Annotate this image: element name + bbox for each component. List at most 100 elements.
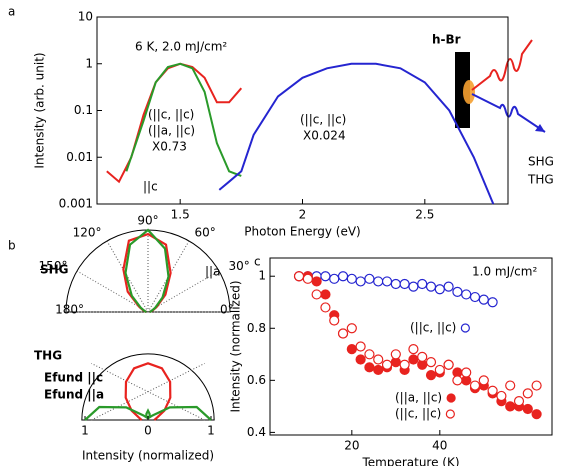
data-point xyxy=(469,291,481,303)
data-point xyxy=(425,281,437,292)
data-point xyxy=(408,354,419,365)
data-point xyxy=(329,273,340,284)
data-point xyxy=(337,328,349,339)
data-point xyxy=(337,271,349,282)
data-point xyxy=(417,278,428,290)
polar-frame xyxy=(65,229,231,313)
annotation: 6 K, 2.0 mJ/cm² xyxy=(135,40,227,54)
data-point xyxy=(452,375,463,386)
panel-label: c xyxy=(254,255,261,269)
data-point xyxy=(320,302,331,313)
data-point xyxy=(425,370,437,381)
r-tick-label: 1 xyxy=(81,424,89,438)
data-point xyxy=(373,364,384,376)
data-point xyxy=(346,323,357,334)
y-tick-label: 0.1 xyxy=(74,103,93,117)
panel-label: a xyxy=(8,5,15,19)
annotation: 1.0 mJ/cm² xyxy=(472,265,537,279)
data-point xyxy=(399,278,410,290)
x-tick-label: 2.5 xyxy=(415,208,434,222)
series-label: (||a, ||c) xyxy=(148,124,195,138)
legend-label: Efund ||c xyxy=(44,371,103,385)
data-point xyxy=(355,276,366,287)
data-point xyxy=(329,315,340,326)
legend-label: Efund ||a xyxy=(44,388,104,402)
arrow-head xyxy=(535,124,545,132)
legend-marker xyxy=(445,409,455,419)
data-point xyxy=(425,357,437,368)
data-point xyxy=(522,388,533,399)
sample xyxy=(455,52,470,128)
data-point xyxy=(443,281,454,292)
y-tick-label: 10 xyxy=(78,10,93,24)
r-tick-label: 0 xyxy=(144,424,152,438)
data-point xyxy=(346,344,357,355)
data-point xyxy=(355,354,366,365)
data-point xyxy=(469,380,481,391)
x-axis-label: Temperature (K) xyxy=(361,456,459,466)
x-axis-label: Intensity (normalized) xyxy=(82,449,214,463)
series-label: (||c, ||c) xyxy=(148,108,194,122)
data-point xyxy=(531,409,542,420)
guide-line xyxy=(91,362,205,421)
x-tick-label: 40 xyxy=(432,439,447,453)
data-point xyxy=(505,401,516,412)
polar-title: SHG xyxy=(40,263,69,277)
theta-tick-label: 120° xyxy=(73,226,102,240)
data-point xyxy=(390,349,401,360)
y-tick-label: 0.4 xyxy=(247,425,266,439)
y-tick-label: 0.001 xyxy=(59,197,93,211)
annotation: SHG xyxy=(528,155,554,169)
annotation: THG xyxy=(527,173,554,187)
data-point xyxy=(408,344,419,355)
data-point xyxy=(496,390,507,402)
data-point xyxy=(302,273,313,284)
data-point xyxy=(417,351,428,363)
data-point xyxy=(522,403,533,415)
data-point xyxy=(311,289,322,300)
data-point xyxy=(355,341,366,352)
y-tick-label: 1 xyxy=(85,56,93,70)
data-point xyxy=(320,289,331,300)
legend-label: (||c, ||c) xyxy=(410,321,456,335)
data-point xyxy=(443,359,454,370)
polar-title: THG xyxy=(34,349,62,363)
series-line xyxy=(218,62,495,205)
data-point xyxy=(364,362,375,373)
data-point xyxy=(390,278,401,290)
data-point xyxy=(381,359,393,370)
annotation: X0.024 xyxy=(303,129,346,143)
x-tick-label: 2 xyxy=(299,208,307,222)
legend-marker xyxy=(446,393,456,403)
series-label: (||c, ||c) xyxy=(300,113,346,127)
data-point xyxy=(364,273,375,284)
data-point xyxy=(531,380,542,391)
data-point xyxy=(373,276,384,287)
panel-label: b xyxy=(8,239,16,253)
data-point xyxy=(487,385,498,396)
data-point xyxy=(478,294,489,305)
data-point xyxy=(434,284,445,295)
theta-tick-label: 0° xyxy=(220,303,234,317)
data-point xyxy=(408,281,419,292)
y-tick-label: 0.6 xyxy=(247,373,266,387)
theta-tick-label: 150° xyxy=(39,259,68,273)
y-tick-label: 1 xyxy=(258,269,266,283)
plot-frame xyxy=(269,257,553,436)
annotation: ||a xyxy=(205,265,220,279)
y-tick-label: 0.01 xyxy=(66,150,93,164)
x-axis-label: Photon Energy (eV) xyxy=(244,225,360,239)
data-point xyxy=(346,273,357,284)
data-point xyxy=(293,271,305,282)
y-tick-label: 0.8 xyxy=(247,321,266,335)
spot xyxy=(463,80,475,104)
data-point xyxy=(461,289,472,300)
y-axis-label: Intensity (normalized) xyxy=(229,280,243,412)
series-line xyxy=(125,62,242,177)
data-point xyxy=(487,297,498,308)
annotation: h-Br xyxy=(432,33,461,47)
data-point xyxy=(364,349,375,360)
theta-tick-label: 30° xyxy=(229,259,250,273)
data-point xyxy=(320,271,331,282)
